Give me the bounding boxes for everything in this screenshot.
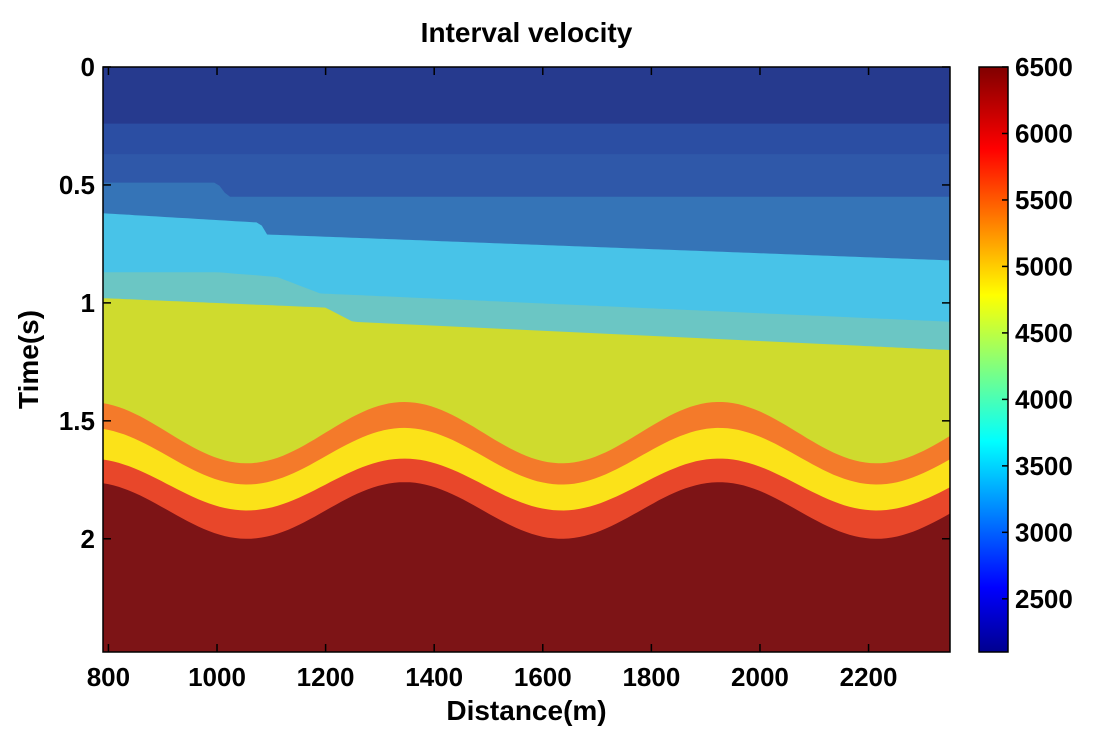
colorbar-tick-label: 3000 xyxy=(1015,517,1073,547)
colorbar-tick-label: 2500 xyxy=(1015,584,1073,614)
x-tick-label: 1000 xyxy=(188,662,246,692)
y-tick-label: 0.5 xyxy=(59,170,95,200)
x-tick-label: 1400 xyxy=(405,662,463,692)
y-tick-label: 2 xyxy=(81,524,95,554)
y-axis-label: Time(s) xyxy=(13,310,44,409)
plot-frame xyxy=(102,66,951,653)
colorbar-tick-label: 6500 xyxy=(1015,52,1073,82)
colorbar-ticks: 2500 3000 3500 4000 4500 5000 5500 6000 6500 xyxy=(1002,52,1073,614)
velocity-layer-11 xyxy=(103,482,950,652)
colorbar-tick-label: 6000 xyxy=(1015,118,1073,148)
colorbar-tick-label: 4500 xyxy=(1015,318,1073,348)
velocity-layers xyxy=(103,67,950,653)
y-axis-ticks: 0 0.5 1 1.5 2 xyxy=(59,52,950,554)
y-tick-label: 1 xyxy=(81,288,95,318)
x-tick-label: 2000 xyxy=(731,662,789,692)
x-tick-label: 800 xyxy=(87,662,130,692)
colorbar-tick-label: 5000 xyxy=(1015,251,1073,281)
y-tick-label: 1.5 xyxy=(59,406,95,436)
x-tick-label: 2200 xyxy=(840,662,898,692)
y-tick-label: 0 xyxy=(81,52,95,82)
x-tick-label: 1600 xyxy=(514,662,572,692)
x-tick-label: 1800 xyxy=(622,662,680,692)
x-axis-ticks: 800 1000 1200 1400 1600 1800 2000 2200 xyxy=(87,67,898,692)
x-axis-label: Distance(m) xyxy=(446,695,606,726)
x-tick-label: 1200 xyxy=(297,662,355,692)
chart-title: Interval velocity xyxy=(421,17,633,48)
colorbar xyxy=(978,66,1009,653)
colorbar-tick-label: 3500 xyxy=(1015,451,1073,481)
colorbar-tick-label: 4000 xyxy=(1015,384,1073,414)
colorbar-tick-label: 5500 xyxy=(1015,185,1073,215)
